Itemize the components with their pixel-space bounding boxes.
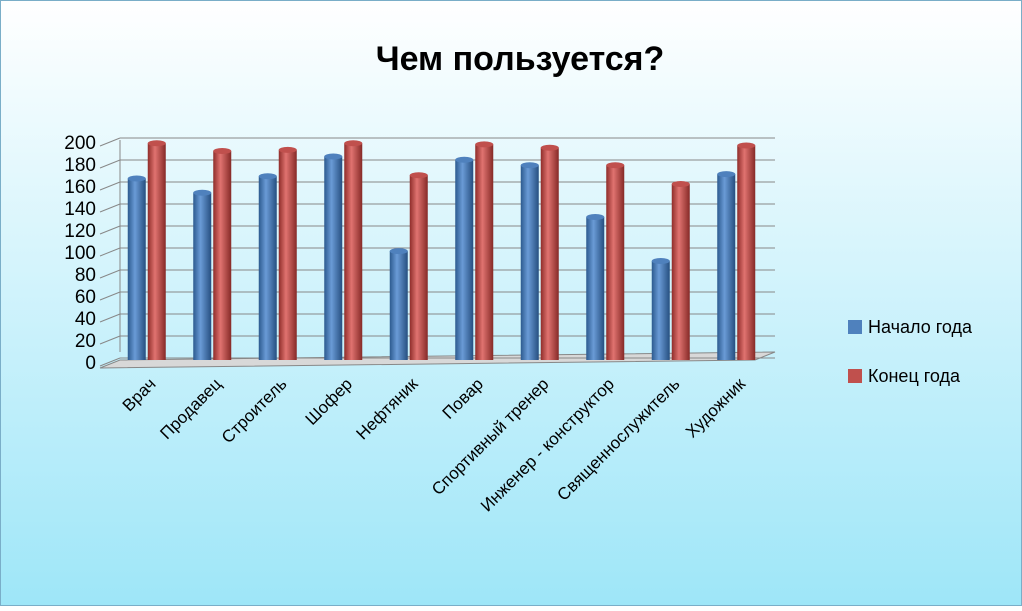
bar-top bbox=[258, 173, 277, 180]
y-tick-label: 140 bbox=[64, 199, 96, 220]
bar bbox=[127, 178, 146, 360]
grid-line-side bbox=[99, 291, 121, 301]
y-tick-label: 200 bbox=[64, 133, 96, 154]
bar-top bbox=[717, 171, 736, 178]
bar bbox=[540, 147, 559, 360]
bar bbox=[606, 165, 625, 360]
grid-line-side bbox=[99, 137, 121, 147]
bar-top bbox=[606, 162, 625, 169]
bar-top bbox=[737, 142, 756, 149]
grid-line-side bbox=[99, 159, 121, 169]
bar bbox=[737, 145, 756, 360]
legend-label: Начало года bbox=[868, 317, 973, 337]
bar-top bbox=[127, 175, 146, 182]
y-tick-label: 40 bbox=[75, 309, 96, 330]
grid-line-side bbox=[99, 181, 121, 191]
bar bbox=[717, 174, 736, 360]
bar bbox=[193, 192, 212, 360]
chart-title: Чем пользуется? bbox=[376, 40, 665, 78]
y-tick-label: 20 bbox=[75, 331, 96, 352]
bar bbox=[475, 144, 494, 360]
legend-swatch bbox=[848, 369, 862, 383]
bar bbox=[324, 156, 343, 360]
y-tick-label: 160 bbox=[64, 177, 96, 198]
bar-top bbox=[651, 258, 670, 264]
bar-top bbox=[324, 153, 343, 160]
bar bbox=[455, 159, 474, 360]
bar bbox=[520, 165, 539, 360]
bar-top bbox=[409, 172, 428, 179]
bar bbox=[258, 176, 277, 360]
grid-line-side bbox=[99, 313, 121, 323]
bar-top bbox=[520, 162, 539, 169]
bar bbox=[389, 251, 408, 360]
grid-line-side bbox=[99, 357, 121, 367]
grid-line-side bbox=[99, 335, 121, 345]
legend-label: Конец года bbox=[868, 366, 961, 386]
y-tick-label: 60 bbox=[75, 287, 96, 308]
bar bbox=[278, 149, 297, 360]
bar-top bbox=[278, 146, 297, 153]
y-tick-label: 80 bbox=[75, 265, 96, 286]
bar bbox=[409, 175, 428, 360]
bar-top bbox=[540, 144, 559, 151]
legend-swatch bbox=[848, 320, 862, 334]
bar bbox=[147, 143, 166, 360]
y-tick-label: 0 bbox=[85, 353, 96, 374]
grid-line-side bbox=[99, 269, 121, 279]
grid-line-side bbox=[99, 247, 121, 257]
bar bbox=[213, 151, 232, 360]
bar bbox=[651, 261, 670, 360]
bar-top bbox=[344, 140, 363, 147]
bar-top bbox=[586, 214, 605, 220]
bar-top bbox=[147, 140, 166, 147]
bar-top bbox=[193, 189, 212, 196]
y-tick-label: 100 bbox=[64, 243, 96, 264]
y-tick-label: 120 bbox=[64, 221, 96, 242]
bar bbox=[344, 143, 363, 360]
bar bbox=[586, 217, 605, 360]
bar-top bbox=[671, 181, 690, 187]
bar-top bbox=[475, 141, 494, 148]
grid-line-side bbox=[99, 225, 121, 235]
grid-line-side bbox=[99, 203, 121, 213]
bar-top bbox=[213, 148, 232, 154]
bar bbox=[671, 184, 690, 360]
bar-top bbox=[455, 156, 474, 163]
bar-top bbox=[389, 248, 408, 255]
y-tick-label: 180 bbox=[64, 155, 96, 176]
